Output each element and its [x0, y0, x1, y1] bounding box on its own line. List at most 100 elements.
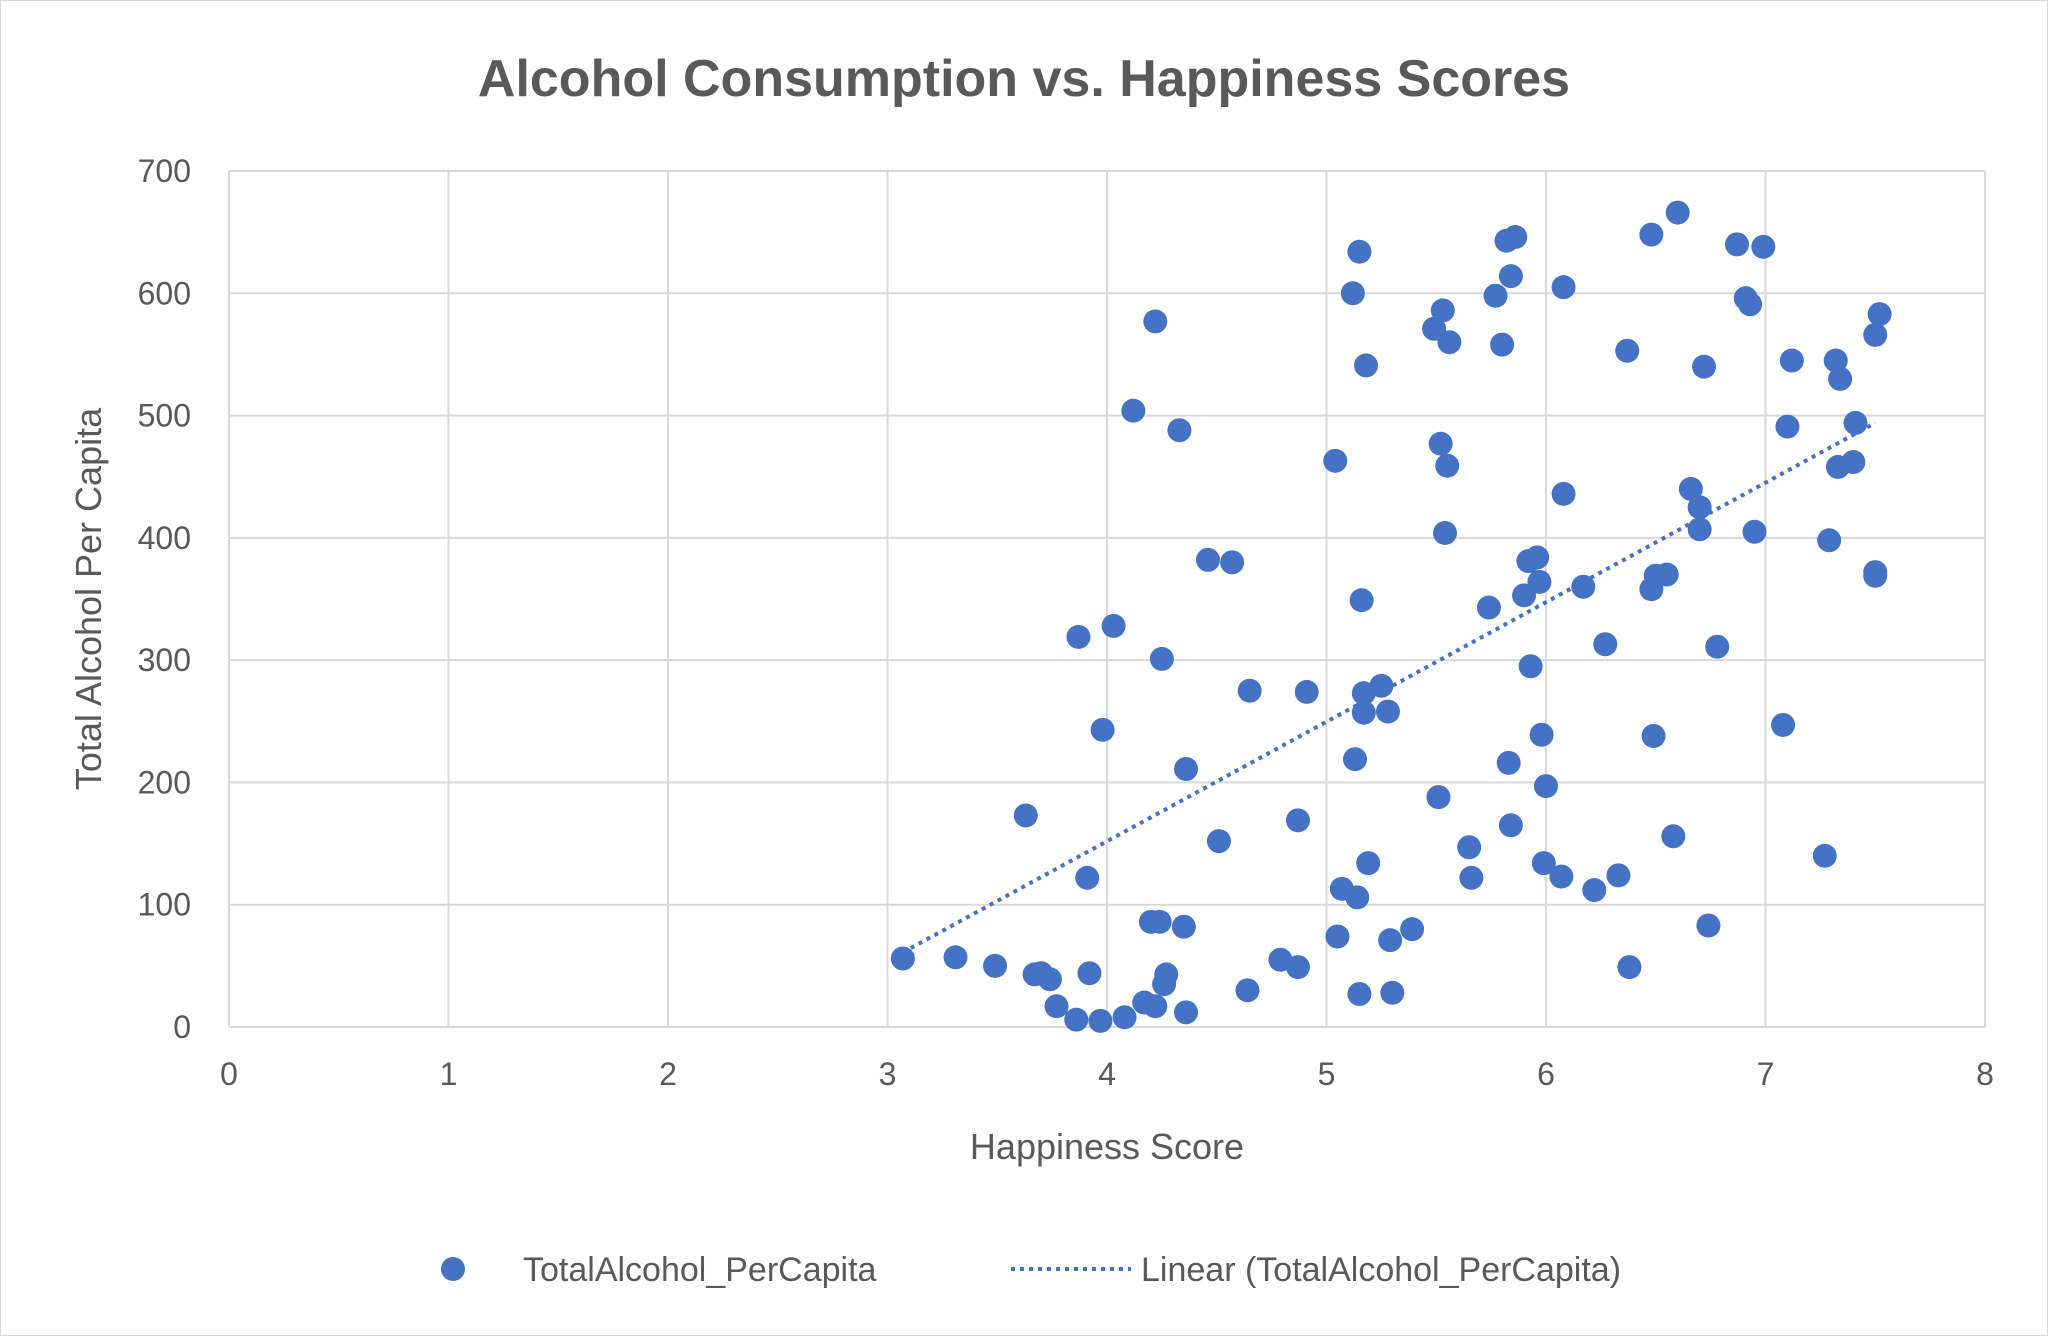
data-point [1064, 1007, 1089, 1032]
y-tick-label: 700 [138, 153, 191, 189]
data-point [1174, 756, 1199, 781]
data-point [1498, 264, 1523, 289]
data-point [1639, 222, 1664, 247]
data-point [1476, 595, 1501, 620]
data-point [1705, 634, 1730, 659]
data-point [1343, 747, 1368, 772]
legend-marker-points [441, 1257, 465, 1281]
data-point [1347, 981, 1372, 1006]
data-point [1843, 410, 1868, 435]
data-point [1354, 353, 1379, 378]
data-point [1615, 338, 1640, 363]
data-point [1220, 550, 1245, 575]
data-points [890, 200, 1892, 1033]
data-point [1380, 980, 1405, 1005]
x-tick-label: 5 [1318, 1056, 1336, 1092]
data-point [1101, 613, 1126, 638]
data-point [1529, 722, 1554, 747]
data-point [1149, 646, 1174, 671]
data-point [1013, 803, 1038, 828]
y-tick-label: 0 [173, 1009, 191, 1045]
data-point [983, 953, 1008, 978]
data-point [1496, 750, 1521, 775]
y-tick-label: 500 [138, 398, 191, 434]
data-point [1503, 225, 1528, 250]
data-point [1347, 239, 1372, 264]
x-axis-label: Happiness Score [970, 1126, 1244, 1167]
data-point [1430, 298, 1455, 323]
data-point [1077, 961, 1102, 986]
data-point [1582, 878, 1607, 903]
data-point [1738, 292, 1763, 317]
y-tick-labels: 0 100 200 300 400 500 600 700 [138, 153, 191, 1045]
legend-label-trendline: Linear (TotalAlcohol_PerCapita) [1141, 1251, 1621, 1289]
data-point [1090, 717, 1115, 742]
data-point [1823, 348, 1848, 373]
legend-label-points: TotalAlcohol_PerCapita [523, 1251, 877, 1289]
data-point [1369, 673, 1394, 698]
data-point [1237, 678, 1262, 703]
data-point [1525, 545, 1550, 570]
data-point [1351, 700, 1376, 725]
y-tick-label: 400 [138, 520, 191, 556]
data-point [1867, 302, 1892, 327]
y-tick-label: 200 [138, 764, 191, 800]
data-point [1490, 332, 1515, 357]
data-point [1066, 624, 1091, 649]
data-point [1863, 322, 1888, 347]
data-point [1075, 865, 1100, 890]
x-tick-label: 7 [1757, 1056, 1775, 1092]
data-point [1323, 448, 1348, 473]
data-point [1121, 398, 1146, 423]
data-point [1692, 354, 1717, 379]
data-point [1687, 495, 1712, 520]
data-point [1143, 309, 1168, 334]
data-point [1195, 547, 1220, 572]
data-point [1112, 1005, 1137, 1030]
data-point [1235, 978, 1260, 1003]
data-point [1641, 723, 1666, 748]
data-point [1771, 712, 1796, 737]
data-point [1551, 481, 1576, 506]
y-axis-label: Total Alcohol Per Capita [68, 407, 109, 790]
data-point [1325, 924, 1350, 949]
data-point [1294, 679, 1319, 704]
data-point [1340, 281, 1365, 306]
data-point [1437, 330, 1462, 355]
data-point [1435, 453, 1460, 478]
data-point [1143, 994, 1168, 1019]
data-point [1696, 913, 1721, 938]
data-point [1378, 928, 1403, 953]
data-point [1654, 562, 1679, 587]
data-point [943, 945, 968, 970]
data-point [1459, 865, 1484, 890]
vertical-gridlines [228, 171, 1986, 1027]
x-tick-label: 4 [1098, 1056, 1116, 1092]
y-tick-label: 600 [138, 275, 191, 311]
x-tick-label: 2 [659, 1056, 677, 1092]
y-tick-label: 300 [138, 642, 191, 678]
data-point [1828, 366, 1853, 391]
data-point [1817, 528, 1842, 553]
data-point [1687, 517, 1712, 542]
data-point [1779, 348, 1804, 373]
data-point [1167, 418, 1192, 443]
x-tick-labels: 0 1 2 3 4 5 6 7 8 [220, 1056, 1994, 1092]
data-point [1661, 824, 1686, 849]
data-point [1356, 851, 1381, 876]
data-point [1457, 835, 1482, 860]
data-point [1751, 234, 1776, 259]
data-point [1349, 588, 1374, 613]
y-tick-label: 100 [138, 887, 191, 923]
data-point [1518, 654, 1543, 679]
data-point [1617, 955, 1642, 980]
data-point [1551, 275, 1576, 300]
data-point [1593, 632, 1618, 657]
data-point [890, 946, 915, 971]
data-point [1742, 519, 1767, 544]
data-point [1433, 520, 1458, 545]
data-point [1678, 476, 1703, 501]
data-point [1174, 1000, 1199, 1025]
